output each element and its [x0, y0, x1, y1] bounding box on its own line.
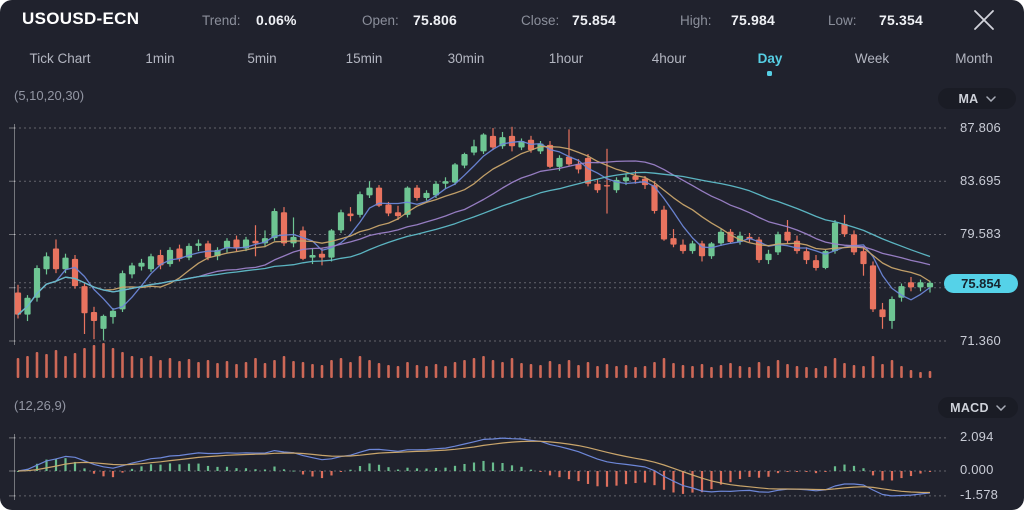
tab-15min[interactable]: 15min [345, 51, 383, 66]
tab-month[interactable]: Month [955, 51, 993, 66]
candles-layer [14, 126, 934, 341]
trend-value: 0.06% [256, 12, 297, 28]
macd-tick-zero: 0.000 [960, 462, 994, 477]
chevron-down-icon [996, 404, 1006, 411]
open-value: 75.806 [413, 12, 458, 28]
tab-1hour[interactable]: 1hour [548, 51, 584, 66]
ma-indicator-selector[interactable]: MA [938, 88, 1016, 109]
macd-tick-low: -1.578 [960, 487, 999, 502]
tab-1min[interactable]: 1min [145, 51, 175, 66]
close-value: 75.854 [572, 12, 617, 28]
tab-4hour[interactable]: 4hour [651, 51, 687, 66]
tab-30min[interactable]: 30min [447, 51, 485, 66]
price-tick-71: 71.360 [960, 333, 1001, 348]
low-value: 75.354 [879, 12, 924, 28]
macd-indicator-selector[interactable]: MACD [938, 397, 1018, 418]
ma-lines-layer [17, 140, 931, 316]
chevron-down-icon [985, 95, 996, 102]
open-label: Open: [362, 13, 399, 28]
macd-selector-label: MACD [950, 400, 989, 415]
macd-tick-high: 2.094 [960, 429, 994, 444]
close-label: Close: [521, 13, 560, 28]
tab-tick-chart[interactable]: Tick Chart [29, 51, 91, 66]
active-tab-indicator-dot [767, 71, 772, 76]
tab-day[interactable]: Day [757, 51, 783, 66]
low-label: Low: [828, 13, 857, 28]
macd-params-label: (12,26,9) [14, 398, 67, 413]
price-tick-83: 83.695 [960, 173, 1001, 188]
macd-layer [9, 434, 948, 500]
gridlines [9, 124, 948, 345]
close-icon [974, 10, 994, 30]
current-price-badge: 75.854 [944, 274, 1018, 293]
volume-layer [16, 343, 932, 378]
trend-label: Trend: [202, 13, 241, 28]
high-value: 75.984 [731, 12, 776, 28]
high-label: High: [680, 13, 712, 28]
price-tick-87: 87.806 [960, 120, 1001, 135]
close-button[interactable] [964, 4, 1004, 36]
tab-5min[interactable]: 5min [247, 51, 277, 66]
current-price-value: 75.854 [961, 276, 1001, 291]
ma-selector-label: MA [958, 91, 979, 106]
price-tick-79: 79.583 [960, 226, 1001, 241]
symbol-title: USOUSD-ECN [22, 9, 140, 28]
ma-params-label: (5,10,20,30) [14, 88, 85, 103]
tab-week[interactable]: Week [854, 51, 890, 66]
